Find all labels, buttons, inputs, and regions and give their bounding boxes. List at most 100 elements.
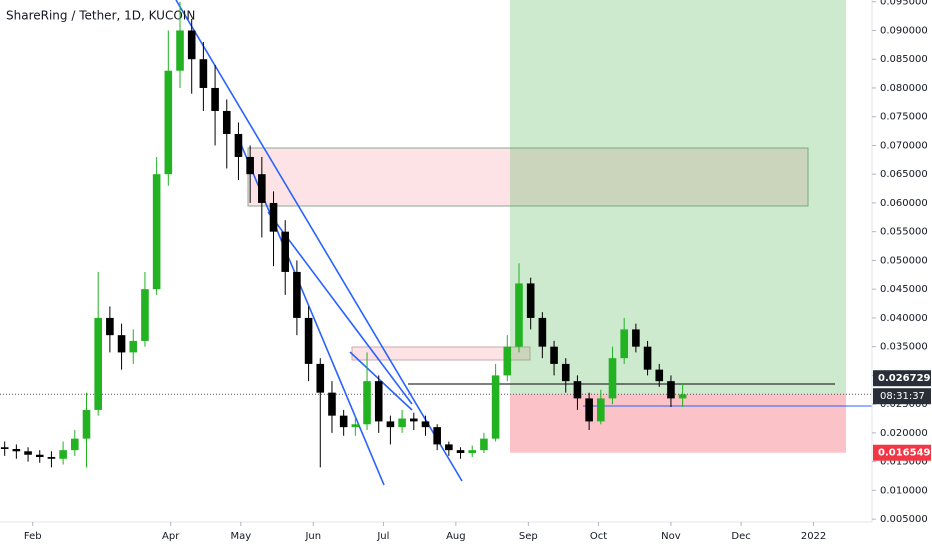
candle-body [608, 358, 617, 399]
candle-body [363, 381, 371, 425]
candle-body [468, 450, 477, 454]
y-tick-label: 0.085000 [880, 54, 928, 65]
y-tick-label: 0.035000 [880, 342, 928, 353]
stop-price-label: 0.016549 [878, 448, 931, 459]
y-tick-label: 0.095000 [880, 0, 928, 8]
candle-body [398, 418, 406, 428]
candle-body [550, 346, 558, 364]
y-tick-label: 0.010000 [880, 485, 928, 496]
candle-body [304, 317, 313, 364]
candle-body [678, 394, 687, 399]
candle-body [106, 317, 114, 336]
candle-body [491, 375, 500, 439]
candle-body [211, 87, 219, 111]
y-tick-label: 0.005000 [880, 514, 928, 525]
candle-body [316, 363, 325, 393]
candle-body [246, 156, 254, 175]
candle-body [597, 398, 605, 422]
candle-body [164, 70, 173, 175]
x-tick-label: Aug [446, 531, 466, 542]
chart-title: ShareRing / Tether, 1D, KUCOIN [6, 9, 195, 23]
candle-body [351, 424, 360, 428]
candle-body [187, 30, 196, 60]
candle-body [0, 447, 9, 449]
y-tick-label: 0.075000 [880, 112, 928, 123]
candle-body [585, 398, 593, 422]
candle-body [643, 346, 652, 370]
y-tick-label: 0.045000 [880, 284, 928, 295]
candle-body [503, 346, 512, 376]
countdown-tag [873, 388, 931, 405]
candle-body [129, 340, 138, 353]
trend-line [175, 0, 463, 482]
candle-body [573, 381, 582, 399]
candle-body [480, 438, 488, 451]
candle-body [655, 369, 664, 382]
candle-body [620, 329, 628, 359]
candle-body [234, 133, 243, 157]
candle-body [293, 271, 301, 318]
drawings [175, 0, 872, 486]
target-zone [510, 0, 846, 395]
candle-body [117, 335, 126, 353]
x-tick-label: Apr [162, 531, 180, 542]
candle-body [176, 30, 184, 71]
candle-body [82, 409, 91, 439]
candle-body [35, 454, 44, 458]
y-tick-label: 0.055000 [880, 227, 928, 238]
candle-body [456, 450, 465, 454]
y-tick-label: 0.070000 [880, 140, 928, 151]
candle-body [632, 329, 640, 347]
candle-body [269, 202, 278, 232]
candle-body [152, 174, 161, 290]
candle-body [222, 110, 231, 134]
candle-body [339, 415, 348, 428]
x-tick-label: Sep [519, 531, 538, 542]
candle-body [667, 381, 675, 399]
y-tick-label: 0.015000 [880, 457, 928, 468]
candle-body [258, 174, 266, 203]
candle-body [59, 450, 67, 459]
candle-body [515, 283, 523, 347]
supply-zone [247, 147, 809, 207]
candle-body [47, 457, 56, 459]
candle-body [561, 363, 570, 382]
candle-body [526, 283, 535, 318]
x-tick-label: Feb [24, 531, 42, 542]
candle-body [538, 317, 547, 347]
y-tick-label: 0.060000 [880, 198, 928, 209]
trend-line [349, 351, 413, 411]
y-tick-label: 0.025000 [880, 399, 928, 410]
y-tick-label: 0.020000 [880, 428, 928, 439]
candle-body [328, 392, 336, 416]
x-tick-label: 2022 [801, 531, 826, 542]
y-tick-label: 0.080000 [880, 83, 928, 94]
countdown-label: 08:31:37 [880, 391, 925, 402]
y-tick-label: 0.050000 [880, 255, 928, 266]
candle-body [386, 421, 395, 428]
x-tick-label: Dec [731, 531, 750, 542]
candle-body [433, 427, 441, 445]
candle-body [141, 289, 149, 341]
x-tick-label: Jul [376, 531, 389, 542]
y-tick-label: 0.090000 [880, 25, 928, 36]
candle-body [199, 59, 208, 88]
candle-body [12, 448, 21, 452]
y-tick-label: 0.065000 [880, 169, 928, 180]
x-tick-label: Oct [590, 531, 607, 542]
small-zone [351, 346, 531, 361]
y-tick-label: 0.040000 [880, 313, 928, 324]
candle-body [445, 444, 453, 451]
x-tick-label: May [230, 531, 251, 542]
stop-zone [510, 394, 846, 453]
last-price-label: 0.026729 [878, 373, 931, 384]
candle-body [24, 451, 32, 455]
candle-body [421, 421, 430, 428]
stop-price-tag [873, 444, 931, 461]
candle-body [374, 381, 383, 422]
x-tick-label: Nov [661, 531, 681, 542]
candle-body [409, 418, 418, 422]
candle-body [71, 438, 79, 451]
trend-line [267, 211, 413, 405]
